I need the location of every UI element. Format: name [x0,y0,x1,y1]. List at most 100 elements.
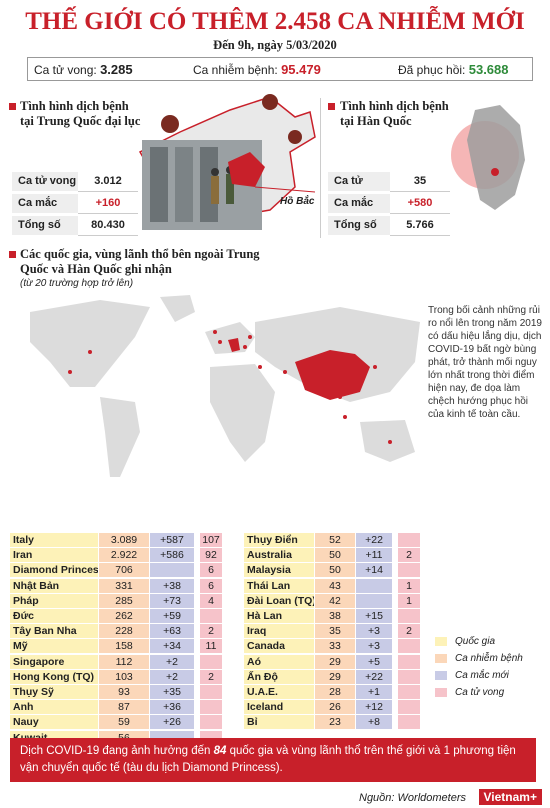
summary-box: Ca tử vong: 3.285 Ca nhiễm bệnh: 95.479 … [27,57,533,81]
country-cell: Thái Lan [244,578,314,594]
deaths-cell [398,700,420,716]
source: Nguồn: Worldometers [359,792,466,804]
summary-item: Đã phục hồi: 53.688 [398,62,509,77]
legend-label: Ca nhiễm bệnh [455,653,523,664]
new-cell: +12 [356,700,392,716]
deaths-cell [398,533,420,548]
new-cell: +34 [150,639,194,655]
summary-value: 3.285 [100,62,133,77]
summary-value: 53.688 [468,62,509,77]
new-cell: +8 [356,715,392,731]
new-cell: +22 [356,669,392,685]
bullet [9,251,16,258]
new-cell: +59 [150,609,194,624]
footer-box: Dịch COVID-19 đang ảnh hưởng đến 84 quốc… [10,738,536,782]
new-cell: +3 [356,624,392,640]
korea-illustration [451,105,525,210]
stat-row: Tổng số 80.430 [12,216,138,236]
deaths-cell: 1 [398,578,420,594]
deaths-cell: 92 [200,548,222,564]
deaths-cell: 107 [200,533,222,548]
deaths-cell [398,609,420,624]
legend-label: Ca tử vong [455,687,505,698]
country-cell: Iceland [244,700,314,716]
total-cell: 23 [315,715,355,731]
stat-label: Tổng số [328,216,390,235]
country-cell: Thụy Điển [244,533,314,548]
legend-label: Ca mắc mới [455,670,509,681]
stat-value: 3.012 [78,172,138,192]
subtitle: Đến 9h, ngày 5/03/2020 [213,38,337,52]
new-cell: +586 [150,548,194,564]
deaths-cell [200,654,222,670]
total-cell: 2.922 [99,548,149,564]
deaths-cell: 2 [398,624,420,640]
section-heading: Tình hình dịch bệnh tại Trung Quốc đại l… [20,99,141,128]
country-cell: Pháp [10,593,98,609]
new-cell: +35 [150,685,194,700]
stat-value: +580 [390,194,450,214]
total-cell: 42 [315,593,355,609]
legend-swatch [435,671,447,680]
deaths-cell [398,669,420,685]
deaths-cell: 6 [200,563,222,579]
country-cell: Đức [10,609,98,624]
summary-label: Ca tử vong: [34,63,97,77]
country-cell: Singapore [10,654,98,670]
total-cell: 112 [99,654,149,670]
new-cell: +1 [356,685,392,700]
total-cell: 35 [315,624,355,640]
total-cell: 29 [315,654,355,670]
country-cell: Canada [244,639,314,655]
new-cell: +2 [150,669,194,685]
deaths-cell: 2 [200,624,222,640]
new-cell [356,593,392,609]
legend-swatch [435,637,447,646]
legend-swatch [435,654,447,663]
legend-swatch [435,688,447,697]
logo: Vietnam+ [478,789,542,805]
deaths-cell: 2 [200,669,222,685]
new-cell: +22 [356,533,392,548]
country-cell: Australia [244,548,314,564]
total-cell: 262 [99,609,149,624]
country-cell: Hà Lan [244,609,314,624]
summary-item: Ca nhiễm bệnh: 95.479 [193,62,321,77]
total-cell: 3.089 [99,533,149,548]
deaths-cell: 1 [398,593,420,609]
new-cell: +36 [150,700,194,716]
country-cell: Malaysia [244,563,314,579]
total-cell: 26 [315,700,355,716]
total-cell: 331 [99,578,149,594]
section-heading: Các quốc gia, vùng lãnh thổ bên ngoài Tr… [20,247,260,276]
map-label: Hồ Bắc [280,196,315,207]
stat-label: Ca mắc mới [328,194,390,228]
new-cell: +15 [356,609,392,624]
total-cell: 285 [99,593,149,609]
new-cell: +2 [150,654,194,670]
summary-item: Ca tử vong: 3.285 [34,62,133,77]
new-cell: +587 [150,533,194,548]
stat-value: 35 [390,172,450,192]
country-cell: Anh [10,700,98,716]
stat-label: Tổng số [12,216,78,235]
new-cell: +63 [150,624,194,640]
country-cell: Aó [244,654,314,670]
deaths-cell: 6 [200,578,222,594]
new-cell: +26 [150,715,194,731]
total-cell: 52 [315,533,355,548]
china-illustration [138,94,316,230]
stat-value: 5.766 [390,216,450,236]
stat-label: Ca tử vong [12,172,78,191]
new-cell: +38 [150,578,194,594]
section-heading: Tình hình dịch bệnh tại Hàn Quốc [340,99,449,128]
footer-text: Dịch COVID-19 đang ảnh hưởng đến [20,745,214,757]
country-cell: Hong Kong (TQ) [10,669,98,685]
stat-row: Tổng số 5.766 [328,216,450,236]
summary-label: Ca nhiễm bệnh: [193,63,278,77]
country-cell: U.A.E. [244,685,314,700]
deaths-cell [398,639,420,655]
stat-row: Ca tử vong 3.012 [12,172,138,192]
country-cell: Diamond Princess [10,563,98,579]
